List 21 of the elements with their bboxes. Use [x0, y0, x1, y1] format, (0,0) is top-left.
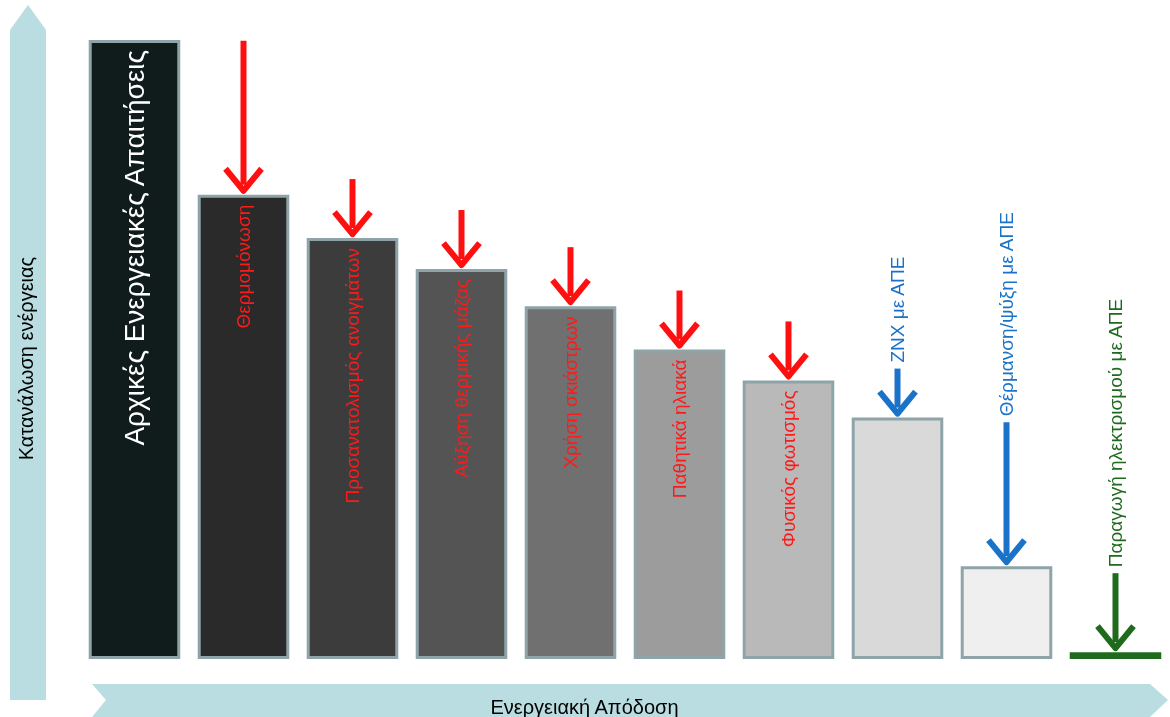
bar	[306, 238, 399, 659]
x-tick-label: Θέρμανση/ψύξη με ΑΠΕ	[996, 212, 1017, 417]
bar	[524, 306, 617, 659]
x-tick-label: Χρήση σκιάστρων	[560, 316, 581, 469]
y-axis-title: Κατανάλωση ενέργειας	[15, 256, 37, 461]
x-tick-label: Αρχικές Ενεργειακές Απαιτήσεις	[119, 50, 150, 446]
x-tick-label: Φυσικός φωτισμός	[778, 390, 799, 548]
bar	[960, 566, 1053, 659]
x-tick-label: ΖΝΧ με ΑΠΕ	[887, 256, 908, 363]
x-tick-label: Προσανατολισμός ανοιγμάτων	[342, 248, 363, 504]
x-tick-label: Παθητικά ηλιακά	[669, 359, 690, 499]
x-tick-label: Θερμομόνωση	[233, 204, 254, 329]
bar	[742, 380, 835, 659]
bar	[851, 417, 944, 659]
bar	[1069, 652, 1162, 659]
x-tick-label: Αύξηση θερμικής μάζας	[451, 279, 472, 478]
x-tick-label: Παραγωγή ηλεκτρισμού με ΑΠΕ	[1105, 298, 1126, 568]
bar	[415, 269, 508, 659]
bar	[633, 349, 726, 659]
bar	[197, 194, 290, 659]
bar	[88, 40, 181, 659]
